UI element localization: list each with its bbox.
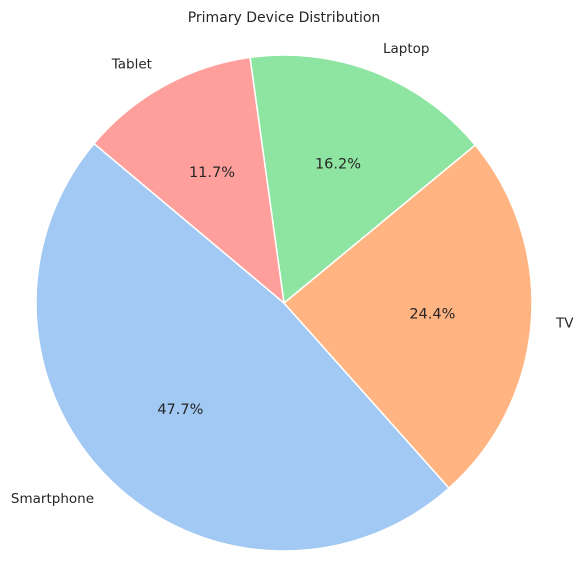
pie-pct-label-smartphone: 47.7% <box>157 402 203 418</box>
pie-category-label-tv: TV <box>555 316 574 332</box>
pie-labels: 47.7% Smartphone 24.4% TV 16.2% Laptop 11.7% Ta… <box>11 41 574 507</box>
pie-category-label-smartphone: Smartphone <box>11 491 94 507</box>
pie-slices <box>35 54 533 552</box>
pie-category-label-tablet: Tablet <box>111 56 152 72</box>
chart-title: Primary Device Distribution <box>188 10 381 26</box>
pie-category-label-laptop: Laptop <box>383 41 430 57</box>
pie-pct-label-laptop: 16.2% <box>315 156 361 172</box>
pie-slice-tv <box>283 144 533 489</box>
pie-slice-laptop <box>249 54 476 304</box>
pie-pct-label-tv: 24.4% <box>409 306 455 322</box>
pie-pct-label-tablet: 11.7% <box>189 165 235 181</box>
pie-slice-tablet <box>93 56 285 304</box>
pie-slice-smartphone <box>35 142 450 552</box>
